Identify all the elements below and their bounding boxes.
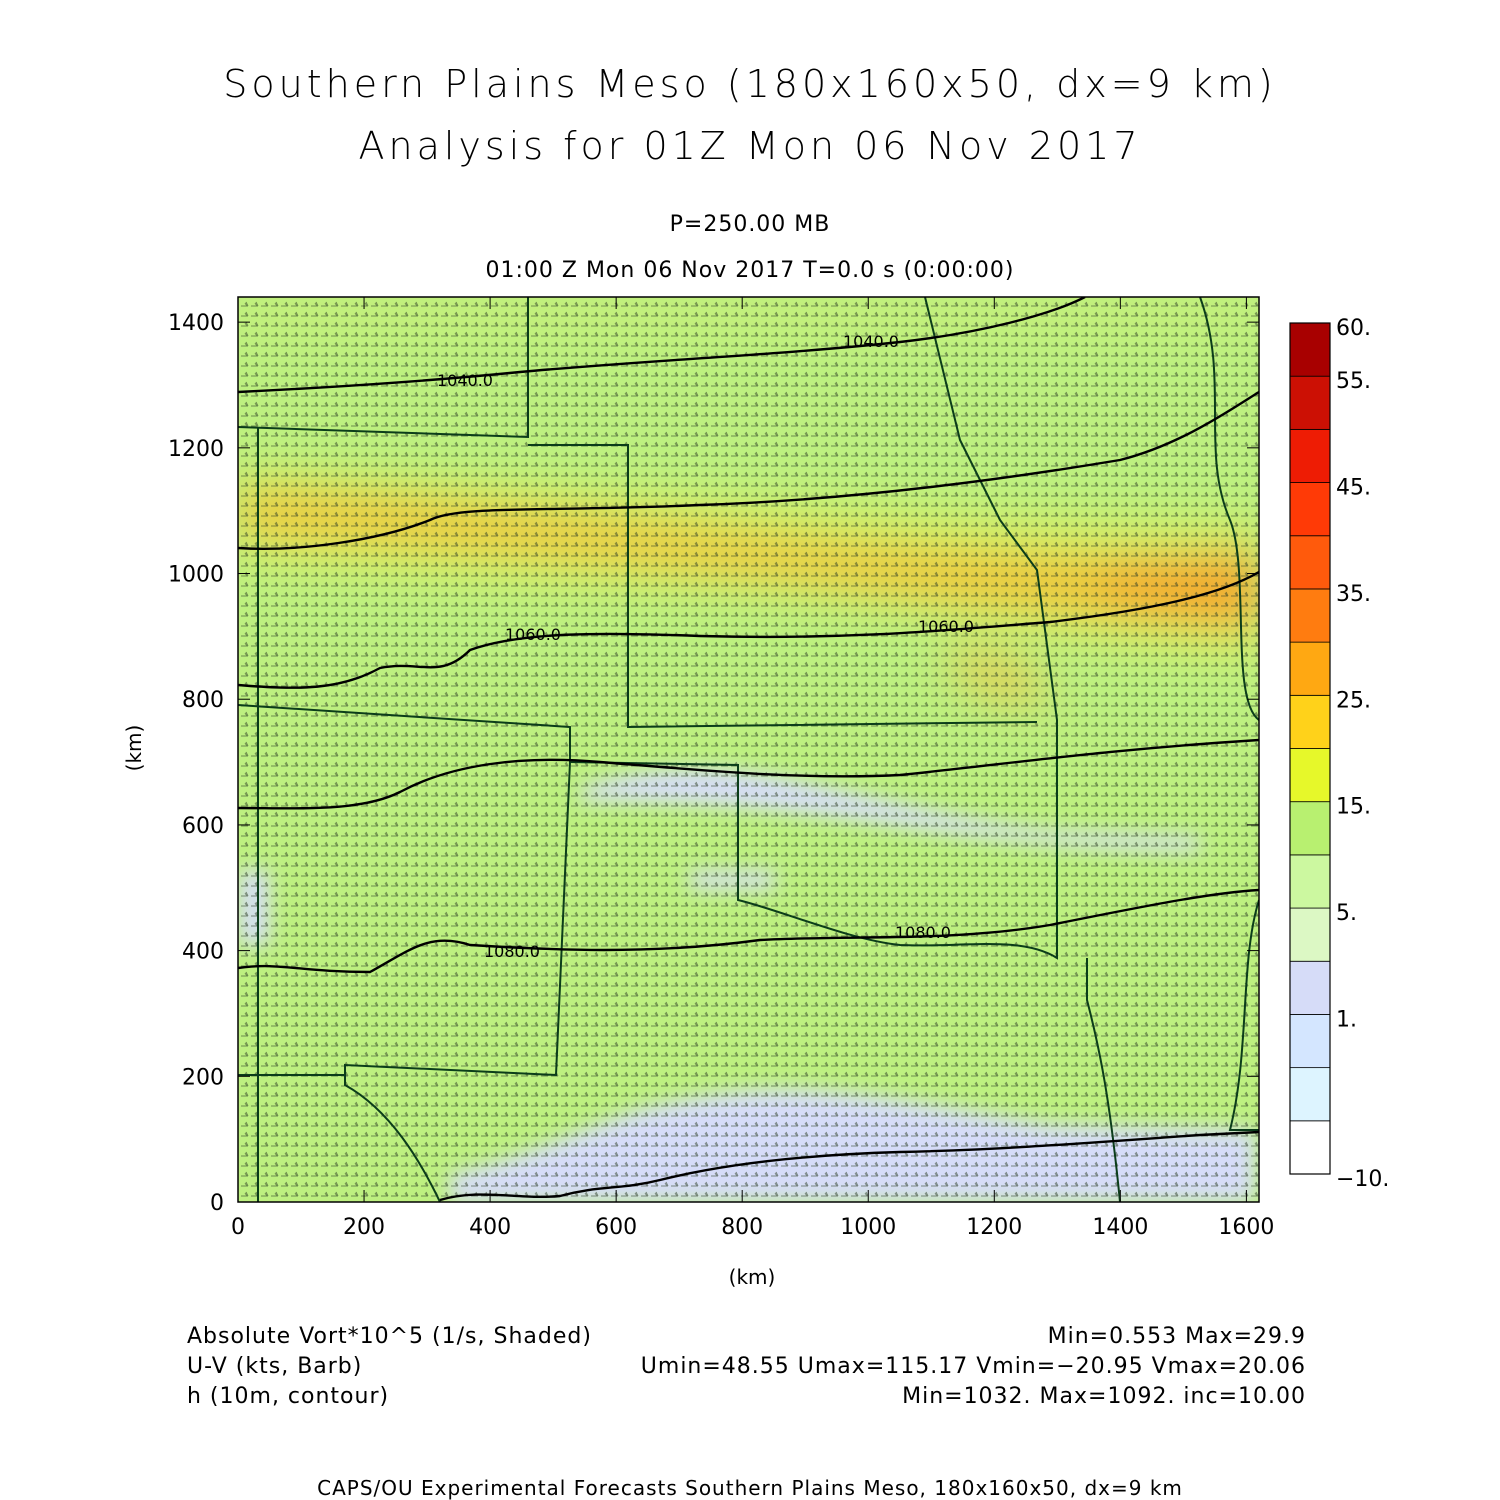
x-tick-label: 1600 bbox=[1218, 1215, 1274, 1240]
colorbar-swatch bbox=[1289, 960, 1331, 1015]
colorbar-swatch bbox=[1289, 588, 1331, 643]
x-tick-label: 800 bbox=[721, 1215, 763, 1240]
legend-height-stats: Min=1032. Max=1092. inc=10.00 bbox=[902, 1384, 1306, 1409]
y-tick-label: 1000 bbox=[168, 563, 224, 588]
colorbar-swatch bbox=[1289, 641, 1331, 696]
contour-label-2: 1040.0 bbox=[843, 332, 899, 351]
colorbar bbox=[1289, 322, 1331, 1175]
colorbar-swatch bbox=[1289, 1014, 1331, 1069]
state-borders bbox=[238, 297, 1259, 1202]
contour-label-3: 1060.0 bbox=[505, 625, 561, 644]
x-tick-label: 400 bbox=[469, 1215, 511, 1240]
colorbar-label: 15. bbox=[1336, 795, 1371, 820]
x-axis-ticks: 0 200 400 600 800 1000 1200 1400 1600 bbox=[231, 297, 1274, 1240]
y-tick-label: 800 bbox=[182, 688, 224, 713]
y-tick-label: 400 bbox=[182, 940, 224, 965]
colorbar-label: 5. bbox=[1336, 901, 1357, 926]
x-tick-label: 600 bbox=[595, 1215, 637, 1240]
colorbar-label: 60. bbox=[1336, 316, 1371, 341]
colorbar-swatch bbox=[1289, 694, 1331, 749]
colorbar-swatch bbox=[1289, 801, 1331, 856]
colorbar-swatch bbox=[1289, 375, 1331, 430]
colorbar-frame bbox=[1289, 322, 1331, 1175]
colorbar-swatch bbox=[1289, 1120, 1331, 1175]
colorbar-swatch bbox=[1289, 322, 1331, 377]
y-tick-label: 200 bbox=[182, 1065, 224, 1090]
y-axis-ticks: 0 200 400 600 800 1000 1200 1400 bbox=[168, 311, 1259, 1216]
colorbar-swatch bbox=[1289, 482, 1331, 537]
x-tick-label: 1400 bbox=[1092, 1215, 1148, 1240]
colorbar-swatch bbox=[1289, 535, 1331, 590]
y-tick-label: 1200 bbox=[168, 437, 224, 462]
colorbar-label: 35. bbox=[1336, 582, 1371, 607]
y-tick-label: 0 bbox=[210, 1191, 224, 1216]
x-axis-label: (km) bbox=[729, 1265, 776, 1289]
contour-label-4: 1060.0 bbox=[918, 617, 974, 636]
colorbar-label: −10. bbox=[1336, 1167, 1389, 1192]
colorbar-labels: 60. 55. 45. 35. 25. 15. 5. 1. −10. bbox=[1336, 316, 1389, 1192]
vorticity-shading bbox=[238, 297, 1259, 1202]
y-tick-label: 1400 bbox=[168, 311, 224, 336]
y-axis-label: (km) bbox=[122, 725, 146, 772]
credit-line: CAPS/OU Experimental Forecasts Southern … bbox=[317, 1476, 1183, 1500]
legend-wind: U-V (kts, Barb) bbox=[187, 1354, 363, 1379]
height-contours bbox=[238, 297, 1259, 1202]
legend-height: h (10m, contour) bbox=[187, 1384, 390, 1409]
contour-label-5: 1080.0 bbox=[484, 942, 540, 961]
main-title: Southern Plains Meso (180x160x50, dx=9 k… bbox=[223, 62, 1277, 106]
x-tick-label: 0 bbox=[231, 1215, 245, 1240]
x-tick-label: 1000 bbox=[840, 1215, 896, 1240]
colorbar-label: 55. bbox=[1336, 369, 1371, 394]
legend-vorticity: Absolute Vort*10^5 (1/s, Shaded) bbox=[187, 1324, 592, 1349]
analysis-title: Analysis for 01Z Mon 06 Nov 2017 bbox=[358, 124, 1142, 168]
plot-frame bbox=[237, 296, 1260, 1203]
x-tick-label: 200 bbox=[343, 1215, 385, 1240]
contour-label-6: 1080.0 bbox=[895, 923, 951, 942]
contour-label-1: 1040.0 bbox=[437, 371, 493, 390]
x-tick-label: 1200 bbox=[966, 1215, 1022, 1240]
colorbar-swatch bbox=[1289, 748, 1331, 803]
colorbar-label: 45. bbox=[1336, 476, 1371, 501]
legend-vorticity-stats: Min=0.553 Max=29.9 bbox=[1047, 1324, 1306, 1349]
legend-wind-stats: Umin=48.55 Umax=115.17 Vmin=−20.95 Vmax=… bbox=[640, 1354, 1306, 1379]
contour-labels: 1040.0 1040.0 1060.0 1060.0 1080.0 1080.… bbox=[437, 332, 974, 961]
colorbar-label: 25. bbox=[1336, 688, 1371, 713]
y-tick-label: 600 bbox=[182, 814, 224, 839]
colorbar-swatch bbox=[1289, 907, 1331, 962]
colorbar-swatch bbox=[1289, 1067, 1331, 1122]
pressure-level: P=250.00 MB bbox=[669, 212, 831, 237]
colorbar-swatch bbox=[1289, 428, 1331, 483]
colorbar-swatch bbox=[1289, 854, 1331, 909]
colorbar-label: 1. bbox=[1336, 1007, 1357, 1032]
valid-time: 01:00 Z Mon 06 Nov 2017 T=0.0 s (0:00:00… bbox=[485, 258, 1015, 283]
